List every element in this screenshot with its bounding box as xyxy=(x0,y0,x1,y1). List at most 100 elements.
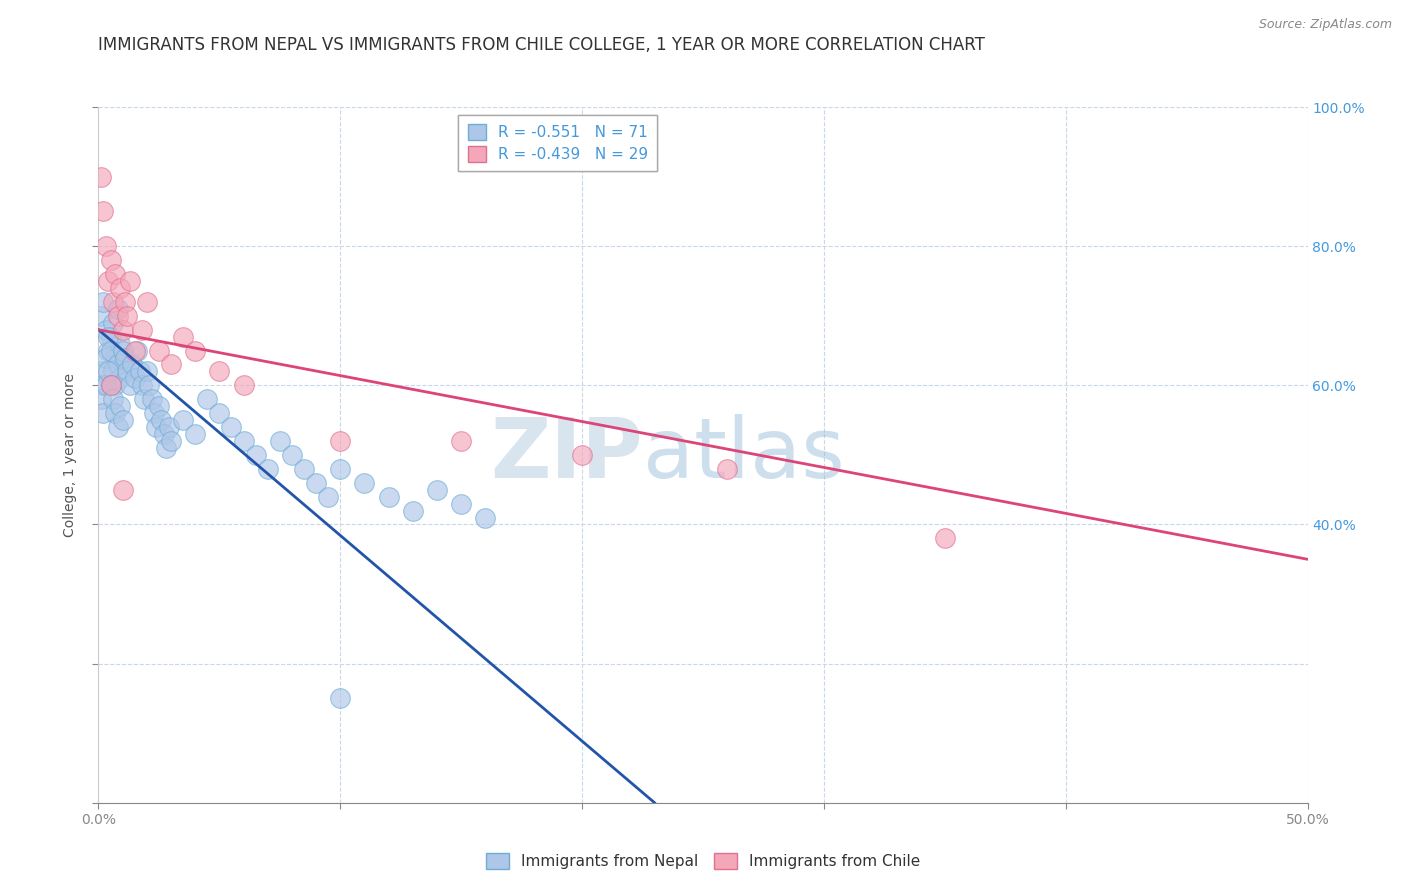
Point xyxy=(221,420,243,434)
Point xyxy=(107,301,129,316)
Point xyxy=(94,351,117,365)
Point xyxy=(90,364,112,378)
Point xyxy=(111,323,134,337)
Point xyxy=(208,406,231,420)
Point xyxy=(292,462,315,476)
Point xyxy=(107,309,129,323)
Point xyxy=(208,364,231,378)
Point xyxy=(108,399,131,413)
Point xyxy=(135,294,157,309)
Point xyxy=(329,462,352,476)
Point xyxy=(114,294,136,309)
Point xyxy=(91,406,114,420)
Point xyxy=(148,399,170,413)
Point xyxy=(107,420,129,434)
Point xyxy=(104,406,127,420)
Point xyxy=(150,413,173,427)
Point xyxy=(450,434,472,448)
Point xyxy=(108,371,131,385)
Point xyxy=(117,309,139,323)
Point xyxy=(134,392,156,407)
Point xyxy=(108,336,131,351)
Point xyxy=(101,392,124,407)
Point xyxy=(121,358,143,372)
Point xyxy=(172,413,194,427)
Point xyxy=(94,323,117,337)
Point xyxy=(101,364,124,378)
Point xyxy=(100,378,122,392)
Point xyxy=(157,420,180,434)
Point xyxy=(108,281,131,295)
Point xyxy=(118,274,141,288)
Point xyxy=(716,462,738,476)
Point xyxy=(160,358,183,372)
Point xyxy=(232,434,254,448)
Point xyxy=(571,448,593,462)
Text: IMMIGRANTS FROM NEPAL VS IMMIGRANTS FROM CHILE COLLEGE, 1 YEAR OR MORE CORRELATI: IMMIGRANTS FROM NEPAL VS IMMIGRANTS FROM… xyxy=(98,36,986,54)
Point xyxy=(426,483,449,497)
Point xyxy=(353,475,375,490)
Point xyxy=(100,378,122,392)
Point xyxy=(124,343,146,358)
Point xyxy=(90,309,112,323)
Point xyxy=(184,427,207,442)
Point xyxy=(94,378,117,392)
Point xyxy=(316,490,339,504)
Point xyxy=(111,343,134,358)
Point xyxy=(107,358,129,372)
Point xyxy=(104,351,127,365)
Point xyxy=(104,267,127,281)
Point xyxy=(148,343,170,358)
Y-axis label: College, 1 year or more: College, 1 year or more xyxy=(63,373,77,537)
Point xyxy=(141,392,163,407)
Point xyxy=(97,274,120,288)
Point xyxy=(377,490,399,504)
Point xyxy=(281,448,304,462)
Point xyxy=(143,406,166,420)
Point xyxy=(111,483,134,497)
Point xyxy=(101,294,124,309)
Point xyxy=(114,351,136,365)
Text: ZIP: ZIP xyxy=(491,415,643,495)
Point xyxy=(184,343,207,358)
Point xyxy=(305,475,328,490)
Point xyxy=(145,420,167,434)
Point xyxy=(90,392,112,407)
Legend: R = -0.551   N = 71, R = -0.439   N = 29: R = -0.551 N = 71, R = -0.439 N = 29 xyxy=(458,115,658,171)
Point xyxy=(90,169,112,184)
Point xyxy=(100,329,122,343)
Point xyxy=(117,364,139,378)
Point xyxy=(329,691,352,706)
Point xyxy=(91,294,114,309)
Point xyxy=(245,448,267,462)
Point xyxy=(97,343,120,358)
Point xyxy=(474,510,496,524)
Text: Source: ZipAtlas.com: Source: ZipAtlas.com xyxy=(1258,18,1392,31)
Point xyxy=(232,378,254,392)
Text: atlas: atlas xyxy=(643,415,844,495)
Point xyxy=(152,427,174,442)
Point xyxy=(195,392,218,407)
Point xyxy=(97,364,120,378)
Point xyxy=(111,413,134,427)
Point xyxy=(934,532,956,546)
Point xyxy=(100,343,122,358)
Point xyxy=(172,329,194,343)
Point xyxy=(160,434,183,448)
Point xyxy=(104,378,127,392)
Point xyxy=(402,503,425,517)
Point xyxy=(135,364,157,378)
Point xyxy=(94,239,117,253)
Legend: Immigrants from Nepal, Immigrants from Chile: Immigrants from Nepal, Immigrants from C… xyxy=(479,847,927,875)
Point xyxy=(128,364,150,378)
Point xyxy=(256,462,278,476)
Point xyxy=(118,378,141,392)
Point xyxy=(97,329,120,343)
Point xyxy=(131,323,153,337)
Point xyxy=(269,434,291,448)
Point xyxy=(91,204,114,219)
Point xyxy=(329,434,352,448)
Point xyxy=(127,343,149,358)
Point xyxy=(450,497,472,511)
Point xyxy=(131,378,153,392)
